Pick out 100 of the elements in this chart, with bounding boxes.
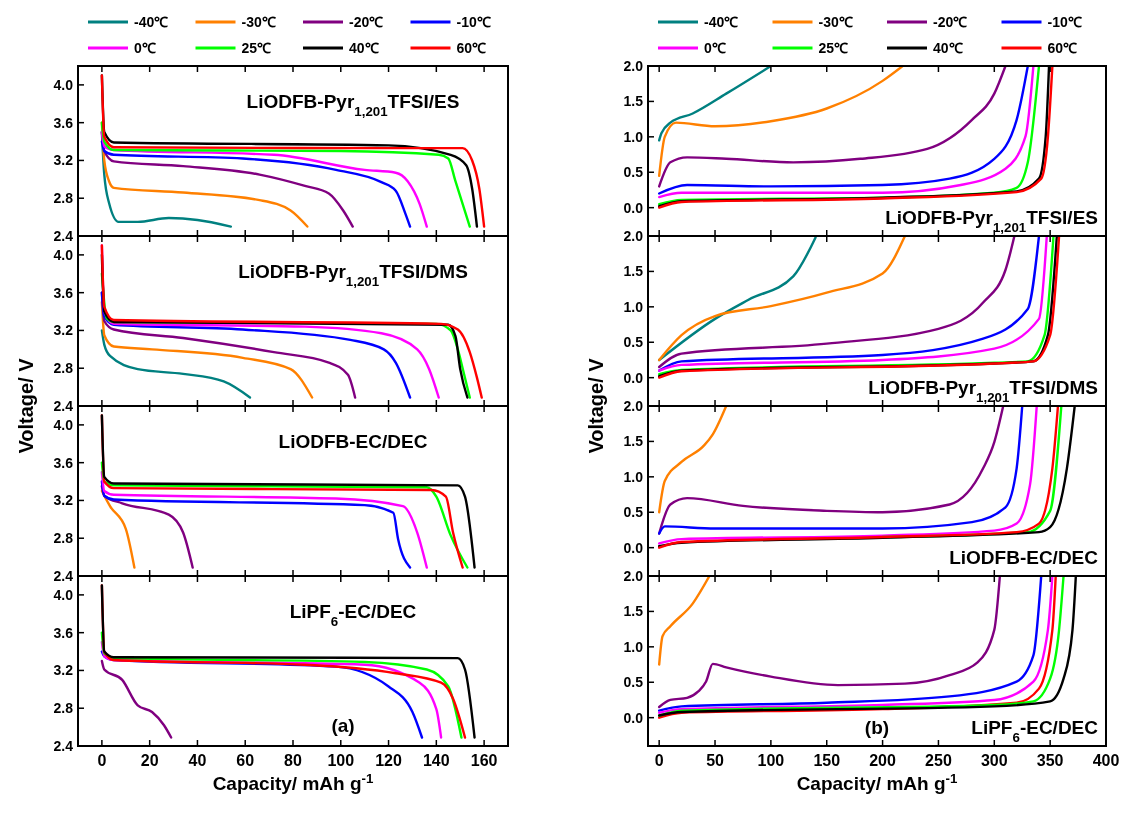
y-tick-label: 3.2 (53, 662, 74, 679)
y-tick-label: 2.4 (53, 397, 74, 414)
legend-label: -20℃ (349, 13, 384, 30)
y-tick-label: 3.2 (53, 492, 74, 509)
x-tick-label: 150 (813, 752, 841, 769)
y-axis-title: Voltage/ V (15, 357, 37, 454)
legend-label: -30℃ (818, 13, 853, 30)
legend-label: -30℃ (241, 13, 276, 30)
y-tick-label: 2.4 (53, 567, 74, 584)
legend-label: 25℃ (818, 39, 849, 56)
x-tick-label: 140 (422, 752, 450, 769)
annotation: (b) (864, 717, 890, 738)
line-series (657, 66, 904, 177)
legend-label: 40℃ (933, 39, 963, 56)
y-tick-label: 3.6 (53, 284, 74, 301)
y-tick-label: 2.4 (53, 737, 74, 754)
y-tick-label: 2.0 (623, 397, 644, 414)
y-tick-label: 2.8 (53, 700, 74, 717)
y-tick-label: 1.5 (623, 93, 644, 110)
y-tick-label: 1.0 (623, 638, 644, 655)
x-tick-label: 100 (327, 752, 355, 769)
x-tick-label: 0 (654, 752, 664, 769)
legend-label: 40℃ (349, 39, 379, 56)
x-tick-label: 0 (97, 752, 107, 769)
text: LiODFB-Pyr$_{1,201}$TFSI/DMS (868, 377, 1098, 405)
x-axis-title: Capacity/ mAh g$^{-1}$ (212, 770, 374, 794)
line-series (100, 659, 173, 739)
line-series (657, 236, 907, 362)
line-series (100, 329, 252, 399)
y-tick-label: 0.5 (623, 504, 644, 521)
y-tick-label: 4.0 (53, 416, 74, 433)
y-tick-label: 3.2 (53, 152, 74, 169)
y-tick-label: 1.5 (623, 263, 644, 280)
text: LiODFB-EC/DEC (949, 547, 1099, 568)
legend-label: -10℃ (456, 13, 491, 30)
y-tick-label: 2.8 (53, 530, 74, 547)
line-series (657, 576, 711, 666)
y-tick-label: 2.4 (53, 227, 74, 244)
y-tick-label: 0.0 (623, 709, 644, 726)
x-tick-label: 300 (980, 752, 1008, 769)
line-series (100, 291, 412, 399)
y-tick-label: 2.0 (623, 567, 644, 584)
x-tick-label: 350 (1036, 752, 1064, 769)
y-tick-label: 4.0 (53, 586, 74, 603)
line-series (100, 121, 471, 228)
y-tick-label: 3.6 (53, 114, 74, 131)
legend-label: 60℃ (456, 39, 487, 56)
y-tick-label: 1.0 (623, 468, 644, 485)
x-axis-title: Capacity/ mAh g$^{-1}$ (796, 770, 958, 794)
y-tick-label: 1.5 (623, 433, 644, 450)
y-tick-label: 1.0 (623, 298, 644, 315)
y-tick-label: 2.8 (53, 190, 74, 207)
line-series (100, 485, 194, 569)
y-tick-label: 0.5 (623, 164, 644, 181)
y-tick-label: 0.5 (623, 334, 644, 351)
line-series (100, 461, 469, 569)
y-tick-label: 4.0 (53, 246, 74, 263)
annotation: (a) (331, 715, 355, 736)
line-series (657, 66, 773, 142)
x-tick-label: 60 (236, 752, 255, 769)
legend-label: 0℃ (704, 39, 726, 56)
x-tick-label: 200 (869, 752, 897, 769)
y-tick-label: 2.0 (623, 57, 644, 74)
x-tick-label: 20 (140, 752, 159, 769)
x-tick-label: 100 (757, 752, 785, 769)
y-axis-title: Voltage/ V (585, 357, 607, 454)
y-tick-label: 0.5 (623, 674, 644, 691)
y-tick-label: 1.5 (623, 603, 644, 620)
text: LiODFB-Pyr$_{1,201}$TFSI/ES (885, 207, 1098, 235)
y-tick-label: 3.6 (53, 624, 74, 641)
legend-label: -40℃ (704, 13, 739, 30)
text: LiPF$_{6}$-EC/DEC (289, 601, 417, 629)
text: LiODFB-Pyr$_{1,201}$TFSI/DMS (238, 261, 468, 289)
y-tick-label: 3.2 (53, 322, 74, 339)
x-tick-label: 80 (284, 752, 302, 769)
legend-label: 25℃ (241, 39, 272, 56)
text: LiODFB-Pyr$_{1,201}$TFSI/ES (246, 91, 460, 119)
legend-label: -20℃ (933, 13, 968, 30)
y-tick-label: 2.8 (53, 360, 74, 377)
x-tick-label: 40 (188, 752, 207, 769)
y-tick-label: 4.0 (53, 76, 74, 93)
text: LiPF$_{6}$-EC/DEC (971, 717, 1099, 745)
y-tick-label: 0.0 (623, 369, 644, 386)
legend-label: 0℃ (134, 39, 156, 56)
y-tick-label: 1.0 (623, 128, 644, 145)
y-tick-label: 0.0 (623, 199, 644, 216)
y-tick-label: 0.0 (623, 539, 644, 556)
x-tick-label: 160 (470, 752, 498, 769)
y-tick-label: 2.0 (623, 227, 644, 244)
x-tick-label: 400 (1092, 752, 1120, 769)
line-series (657, 406, 728, 514)
text: LiODFB-EC/DEC (278, 431, 428, 452)
legend-label: -40℃ (134, 13, 169, 30)
line-series (100, 489, 136, 569)
x-tick-label: 50 (706, 752, 725, 769)
x-tick-label: 250 (925, 752, 952, 769)
y-tick-label: 3.6 (53, 454, 74, 471)
x-tick-label: 120 (375, 752, 402, 769)
legend-label: 60℃ (1047, 39, 1078, 56)
legend-label: -10℃ (1047, 13, 1082, 30)
